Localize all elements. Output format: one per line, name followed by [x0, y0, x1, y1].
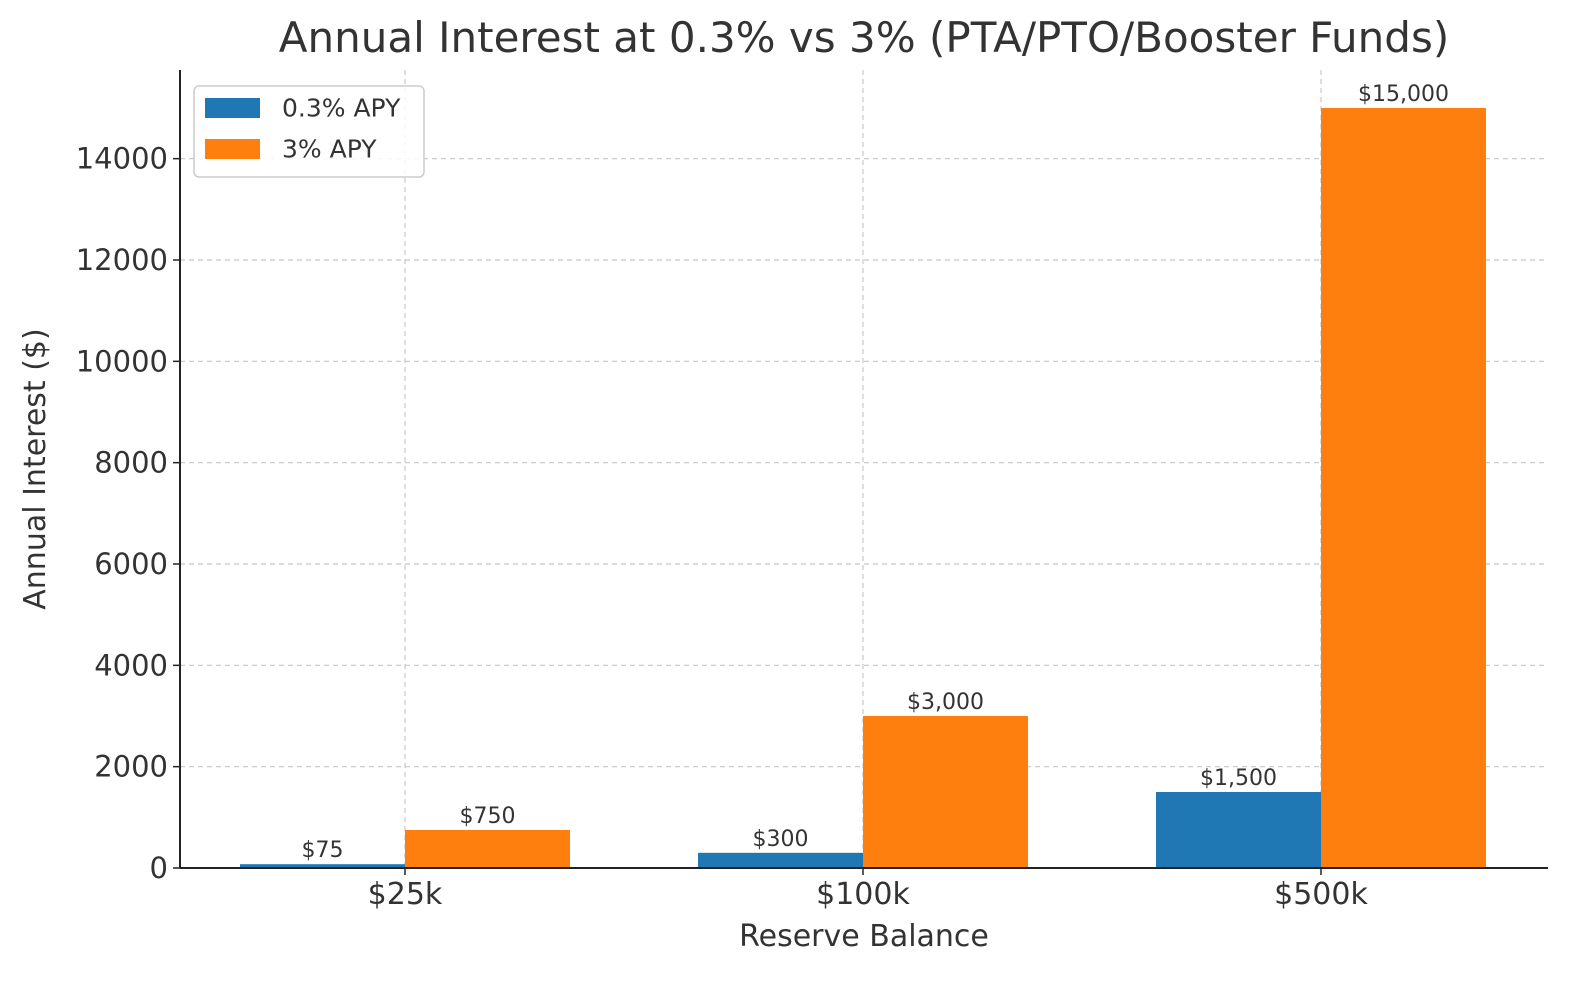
data-label: $300	[753, 827, 809, 852]
bar-low-apy	[698, 852, 863, 868]
data-label: $750	[460, 804, 516, 829]
legend-swatch	[205, 98, 260, 118]
data-label: $15,000	[1358, 82, 1449, 107]
x-axis-label: Reserve Balance	[739, 919, 989, 954]
legend-swatch	[205, 139, 260, 159]
y-tick-label: 2000	[94, 750, 168, 784]
bar-high-apy	[863, 716, 1028, 868]
chart-title: Annual Interest at 0.3% vs 3% (PTA/PTO/B…	[279, 13, 1449, 62]
x-tick-label: $25k	[368, 877, 443, 912]
y-tick-label: 10000	[76, 344, 168, 378]
bar-low-apy	[1156, 792, 1321, 868]
y-tick-label: 14000	[76, 142, 168, 176]
bar-low-apy	[240, 864, 405, 868]
y-tick-label: 12000	[76, 243, 168, 277]
x-tick-label: $100k	[816, 877, 910, 912]
y-tick-label: 4000	[94, 648, 168, 682]
legend-label: 0.3% APY	[282, 94, 401, 123]
y-tick-label: 8000	[94, 446, 168, 480]
bar-high-apy	[1321, 108, 1486, 868]
data-label: $1,500	[1200, 766, 1277, 791]
legend-label: 3% APY	[282, 135, 377, 164]
y-tick-label: 0	[150, 851, 168, 885]
y-tick-label: 6000	[94, 547, 168, 581]
x-tick-label: $500k	[1274, 877, 1368, 912]
bar-high-apy	[405, 830, 570, 868]
y-axis-label: Annual Interest ($)	[18, 328, 53, 609]
data-label: $3,000	[907, 690, 984, 715]
data-label: $75	[302, 838, 344, 863]
